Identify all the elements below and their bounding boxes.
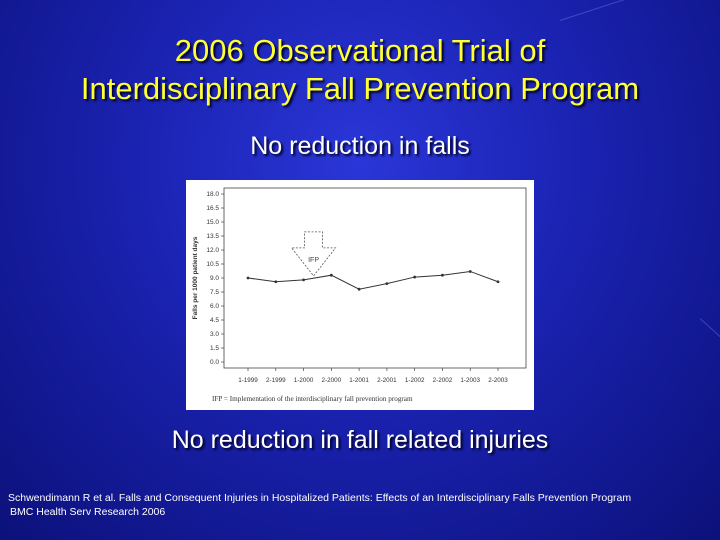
y-tick-label: 7.5 bbox=[210, 289, 219, 296]
data-point-2-1999 bbox=[274, 280, 278, 284]
data-point-1-2002 bbox=[413, 275, 417, 279]
x-tick-label: 1-2002 bbox=[405, 377, 425, 384]
subtitle-injuries: No reduction in fall related injuries bbox=[171, 426, 549, 454]
x-tick-label: 2-2003 bbox=[488, 377, 508, 384]
subtitle-falls: No reduction in falls bbox=[250, 132, 470, 160]
falls-line-chart: IFP 18.0 16.5 15.0 13.5 12.0 10.5 9.0 7.5 6.0 4.5… bbox=[192, 187, 527, 403]
y-tick-label: 15.0 bbox=[206, 219, 219, 226]
y-tick-label: 4.5 bbox=[210, 317, 219, 324]
data-point-1-2001 bbox=[357, 287, 361, 291]
chart-footnote: IFP = Implementation of the interdiscipl… bbox=[212, 395, 413, 403]
y-tick-label: 6.0 bbox=[210, 303, 219, 310]
data-point-2-2003 bbox=[496, 280, 500, 284]
y-tick-label: 1.5 bbox=[210, 345, 219, 352]
data-point-1-2000 bbox=[302, 278, 305, 282]
x-tick-label: 1-2001 bbox=[349, 377, 369, 384]
y-tick-label: 18.0 bbox=[206, 191, 219, 198]
ifp-arrow-marker bbox=[290, 231, 337, 277]
data-point-2-2000 bbox=[329, 273, 333, 277]
plot-frame bbox=[223, 187, 527, 369]
citation-line-1: Schwendimann R et al. Falls and Conseque… bbox=[8, 492, 632, 504]
x-tick-label: 2-1999 bbox=[266, 377, 286, 384]
falls-series-line bbox=[247, 270, 499, 290]
y-tick-label: 13.5 bbox=[206, 233, 219, 240]
x-tick-label: 2-2001 bbox=[377, 377, 397, 384]
background-streak bbox=[559, 0, 675, 21]
y-axis-label: Falls per 1000 patient days bbox=[192, 236, 199, 319]
data-point-1-2003 bbox=[468, 270, 472, 273]
data-point-2-2001 bbox=[385, 282, 389, 285]
y-tick-label: 3.0 bbox=[210, 331, 219, 338]
y-tick-label: 9.0 bbox=[210, 275, 219, 282]
x-tick-label: 2-2002 bbox=[433, 377, 453, 384]
title-line-2: Interdisciplinary Fall Prevention Progra… bbox=[80, 71, 640, 106]
citation-line-2: BMC Health Serv Research 2006 bbox=[10, 506, 166, 518]
slide-title: 2006 Observational Trial of Interdiscipl… bbox=[0, 32, 720, 108]
y-tick-label: 10.5 bbox=[206, 261, 219, 268]
x-tick-label: 1-1999 bbox=[238, 377, 258, 384]
y-tick-label: 0.0 bbox=[210, 359, 219, 366]
ifp-annotation-label: IFP bbox=[308, 257, 319, 264]
x-tick-label: 1-2003 bbox=[460, 377, 480, 384]
citation: Schwendimann R et al. Falls and Conseque… bbox=[8, 491, 720, 519]
x-tick-label: 2-2000 bbox=[322, 377, 342, 384]
data-point-2-2002 bbox=[441, 273, 444, 277]
y-tick-label: 16.5 bbox=[206, 205, 219, 212]
background-streak bbox=[699, 318, 720, 339]
x-tick-label: 1-2000 bbox=[294, 377, 314, 384]
chart-panel: IFP 18.0 16.5 15.0 13.5 12.0 10.5 9.0 7.5 6.0 4.5… bbox=[186, 180, 534, 410]
title-line-1: 2006 Observational Trial of bbox=[174, 33, 546, 68]
y-tick-label: 12.0 bbox=[206, 247, 219, 254]
data-point-1-1999 bbox=[246, 276, 250, 280]
